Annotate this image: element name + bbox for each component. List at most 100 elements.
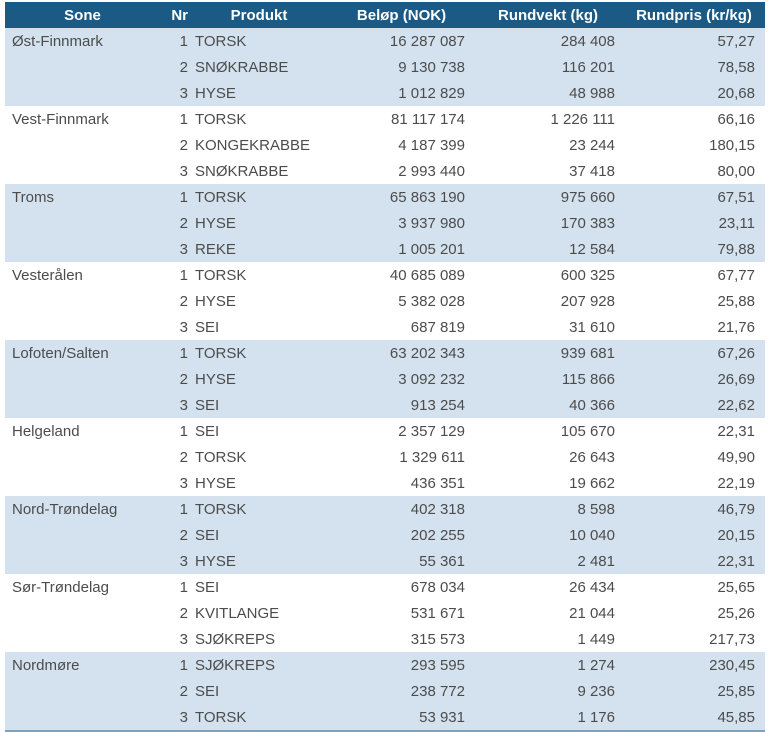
- rundpris-cell: 20,68: [623, 80, 765, 106]
- belop-cell: 293 595: [330, 652, 473, 678]
- rundpris-cell: 57,27: [623, 28, 765, 54]
- rundvekt-cell: 1 176: [473, 704, 623, 731]
- table-row: Vest-Finnmark 1 TORSK 81 117 174 1 226 111 66…: [5, 106, 765, 132]
- rundvekt-cell: 2 481: [473, 548, 623, 574]
- sone-cell: [5, 80, 160, 106]
- rundvekt-cell: 600 325: [473, 262, 623, 288]
- produkt-cell: KONGEKRABBE: [188, 132, 330, 158]
- rundvekt-cell: 8 598: [473, 496, 623, 522]
- nr-cell: 2: [160, 678, 188, 704]
- table-row: 2 SNØKRABBE 9 130 738 116 201 78,58: [5, 54, 765, 80]
- rundpris-cell: 230,45: [623, 652, 765, 678]
- produkt-cell: SNØKRABBE: [188, 54, 330, 80]
- table-row: 2 SEI 202 255 10 040 20,15: [5, 522, 765, 548]
- sone-cell: [5, 288, 160, 314]
- nr-cell: 3: [160, 158, 188, 184]
- rundpris-cell: 67,26: [623, 340, 765, 366]
- table-row: 2 HYSE 3 092 232 115 866 26,69: [5, 366, 765, 392]
- rundvekt-cell: 9 236: [473, 678, 623, 704]
- nr-cell: 1: [160, 340, 188, 366]
- produkt-cell: HYSE: [188, 470, 330, 496]
- produkt-cell: TORSK: [188, 262, 330, 288]
- sone-cell: Nord-Trøndelag: [5, 496, 160, 522]
- nr-cell: 3: [160, 470, 188, 496]
- nr-cell: 1: [160, 418, 188, 444]
- rundpris-cell: 79,88: [623, 236, 765, 262]
- catch-statistics-table: Sone Nr Produkt Beløp (NOK) Rundvekt (kg…: [5, 2, 765, 732]
- rundpris-cell: 23,11: [623, 210, 765, 236]
- belop-cell: 402 318: [330, 496, 473, 522]
- produkt-cell: SEI: [188, 678, 330, 704]
- nr-cell: 3: [160, 236, 188, 262]
- nr-cell: 3: [160, 392, 188, 418]
- table-row: 2 HYSE 5 382 028 207 928 25,88: [5, 288, 765, 314]
- sone-cell: [5, 158, 160, 184]
- nr-cell: 2: [160, 366, 188, 392]
- belop-cell: 5 382 028: [330, 288, 473, 314]
- belop-cell: 1 329 611: [330, 444, 473, 470]
- nr-cell: 3: [160, 548, 188, 574]
- rundpris-cell: 25,65: [623, 574, 765, 600]
- nr-cell: 2: [160, 444, 188, 470]
- rundpris-cell: 22,31: [623, 418, 765, 444]
- belop-cell: 3 937 980: [330, 210, 473, 236]
- rundvekt-cell: 284 408: [473, 28, 623, 54]
- landings-table-container: Sone Nr Produkt Beløp (NOK) Rundvekt (kg…: [5, 2, 765, 732]
- rundpris-cell: 26,69: [623, 366, 765, 392]
- belop-cell: 531 671: [330, 600, 473, 626]
- belop-cell: 2 357 129: [330, 418, 473, 444]
- rundvekt-cell: 26 434: [473, 574, 623, 600]
- rundpris-cell: 22,31: [623, 548, 765, 574]
- rundpris-cell: 45,85: [623, 704, 765, 731]
- produkt-cell: HYSE: [188, 80, 330, 106]
- belop-cell: 238 772: [330, 678, 473, 704]
- sone-cell: [5, 210, 160, 236]
- sone-cell: Sør-Trøndelag: [5, 574, 160, 600]
- rundvekt-cell: 1 449: [473, 626, 623, 652]
- rundvekt-cell: 105 670: [473, 418, 623, 444]
- rundvekt-cell: 26 643: [473, 444, 623, 470]
- produkt-cell: HYSE: [188, 366, 330, 392]
- sone-cell: [5, 600, 160, 626]
- column-header-nr: Nr: [160, 2, 188, 28]
- belop-cell: 16 287 087: [330, 28, 473, 54]
- sone-cell: [5, 626, 160, 652]
- belop-cell: 3 092 232: [330, 366, 473, 392]
- rundvekt-cell: 115 866: [473, 366, 623, 392]
- table-row: Helgeland 1 SEI 2 357 129 105 670 22,31: [5, 418, 765, 444]
- sone-cell: [5, 236, 160, 262]
- produkt-cell: SJØKREPS: [188, 652, 330, 678]
- rundpris-cell: 49,90: [623, 444, 765, 470]
- table-row: 3 SEI 913 254 40 366 22,62: [5, 392, 765, 418]
- table-row: Øst-Finnmark 1 TORSK 16 287 087 284 408 57,27: [5, 28, 765, 54]
- rundpris-cell: 46,79: [623, 496, 765, 522]
- rundpris-cell: 67,51: [623, 184, 765, 210]
- rundpris-cell: 67,77: [623, 262, 765, 288]
- table-row: 2 SEI 238 772 9 236 25,85: [5, 678, 765, 704]
- rundvekt-cell: 1 226 111: [473, 106, 623, 132]
- table-row: 3 SEI 687 819 31 610 21,76: [5, 314, 765, 340]
- rundvekt-cell: 939 681: [473, 340, 623, 366]
- belop-cell: 63 202 343: [330, 340, 473, 366]
- sone-cell: [5, 392, 160, 418]
- rundpris-cell: 21,76: [623, 314, 765, 340]
- table-row: Nord-Trøndelag 1 TORSK 402 318 8 598 46,79: [5, 496, 765, 522]
- sone-cell: Helgeland: [5, 418, 160, 444]
- nr-cell: 3: [160, 704, 188, 731]
- nr-cell: 1: [160, 652, 188, 678]
- column-header-belop: Beløp (NOK): [330, 2, 473, 28]
- nr-cell: 2: [160, 132, 188, 158]
- produkt-cell: TORSK: [188, 106, 330, 132]
- column-header-rundpris: Rundpris (kr/kg): [623, 2, 765, 28]
- produkt-cell: HYSE: [188, 288, 330, 314]
- belop-cell: 315 573: [330, 626, 473, 652]
- table-row: Sør-Trøndelag 1 SEI 678 034 26 434 25,65: [5, 574, 765, 600]
- rundvekt-cell: 207 928: [473, 288, 623, 314]
- table-row: 3 REKE 1 005 201 12 584 79,88: [5, 236, 765, 262]
- rundpris-cell: 180,15: [623, 132, 765, 158]
- table-row: 2 TORSK 1 329 611 26 643 49,90: [5, 444, 765, 470]
- nr-cell: 3: [160, 626, 188, 652]
- produkt-cell: SEI: [188, 522, 330, 548]
- rundvekt-cell: 116 201: [473, 54, 623, 80]
- sone-cell: Troms: [5, 184, 160, 210]
